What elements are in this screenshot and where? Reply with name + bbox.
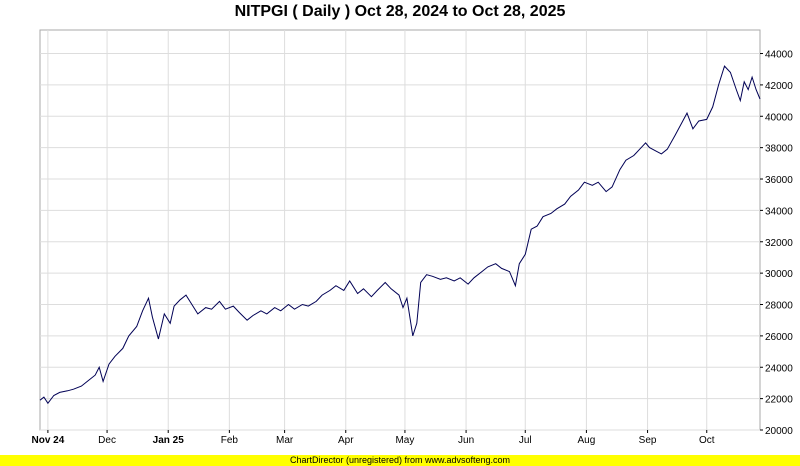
line-chart: 20000 22000 24000 26000 28000 30000 32000 34000… bbox=[31, 29, 793, 446]
y-tick-label: 30000 bbox=[765, 269, 793, 280]
y-tick-label: 38000 bbox=[765, 144, 793, 155]
x-tick-label: Feb bbox=[221, 435, 239, 446]
x-tick-label: Oct bbox=[699, 435, 715, 446]
x-tick-label: Dec bbox=[98, 435, 116, 446]
y-tick-label: 28000 bbox=[765, 301, 793, 312]
x-tick-label: Jan 25 bbox=[153, 435, 185, 446]
y-tick-label: 26000 bbox=[765, 332, 793, 343]
y-tick-label: 22000 bbox=[765, 395, 793, 406]
plot-area bbox=[39, 29, 761, 431]
y-axis-ticks: 20000 22000 24000 26000 28000 30000 32000 34000… bbox=[760, 50, 793, 437]
x-gridlines bbox=[47, 30, 708, 430]
y-tick-label: 42000 bbox=[765, 81, 793, 92]
price-line bbox=[39, 65, 761, 405]
x-axis-ticks: Nov 24 Dec Jan 25 Feb Mar Apr May Jun Jul Aug Sep O… bbox=[31, 430, 715, 446]
x-tick-label: Jul bbox=[519, 435, 532, 446]
footer-credit: ChartDirector (unregistered) from www.ad… bbox=[0, 455, 800, 466]
x-tick-label: Sep bbox=[639, 435, 657, 446]
y-tick-label: 20000 bbox=[765, 426, 793, 437]
y-tick-label: 36000 bbox=[765, 175, 793, 186]
chart-title: NITPGI ( Daily ) Oct 28, 2024 to Oct 28,… bbox=[234, 3, 566, 20]
x-tick-label: Aug bbox=[578, 435, 596, 446]
y-tick-label: 34000 bbox=[765, 206, 793, 217]
x-tick-label: May bbox=[395, 435, 414, 446]
x-tick-label: Apr bbox=[338, 435, 354, 446]
x-tick-label: Nov 24 bbox=[31, 435, 64, 446]
y-gridlines bbox=[40, 53, 760, 431]
y-tick-label: 40000 bbox=[765, 112, 793, 123]
y-tick-label: 32000 bbox=[765, 238, 793, 249]
x-tick-label: Jun bbox=[458, 435, 474, 446]
y-tick-label: 44000 bbox=[765, 50, 793, 61]
y-tick-label: 24000 bbox=[765, 363, 793, 374]
x-tick-label: Mar bbox=[276, 435, 294, 446]
